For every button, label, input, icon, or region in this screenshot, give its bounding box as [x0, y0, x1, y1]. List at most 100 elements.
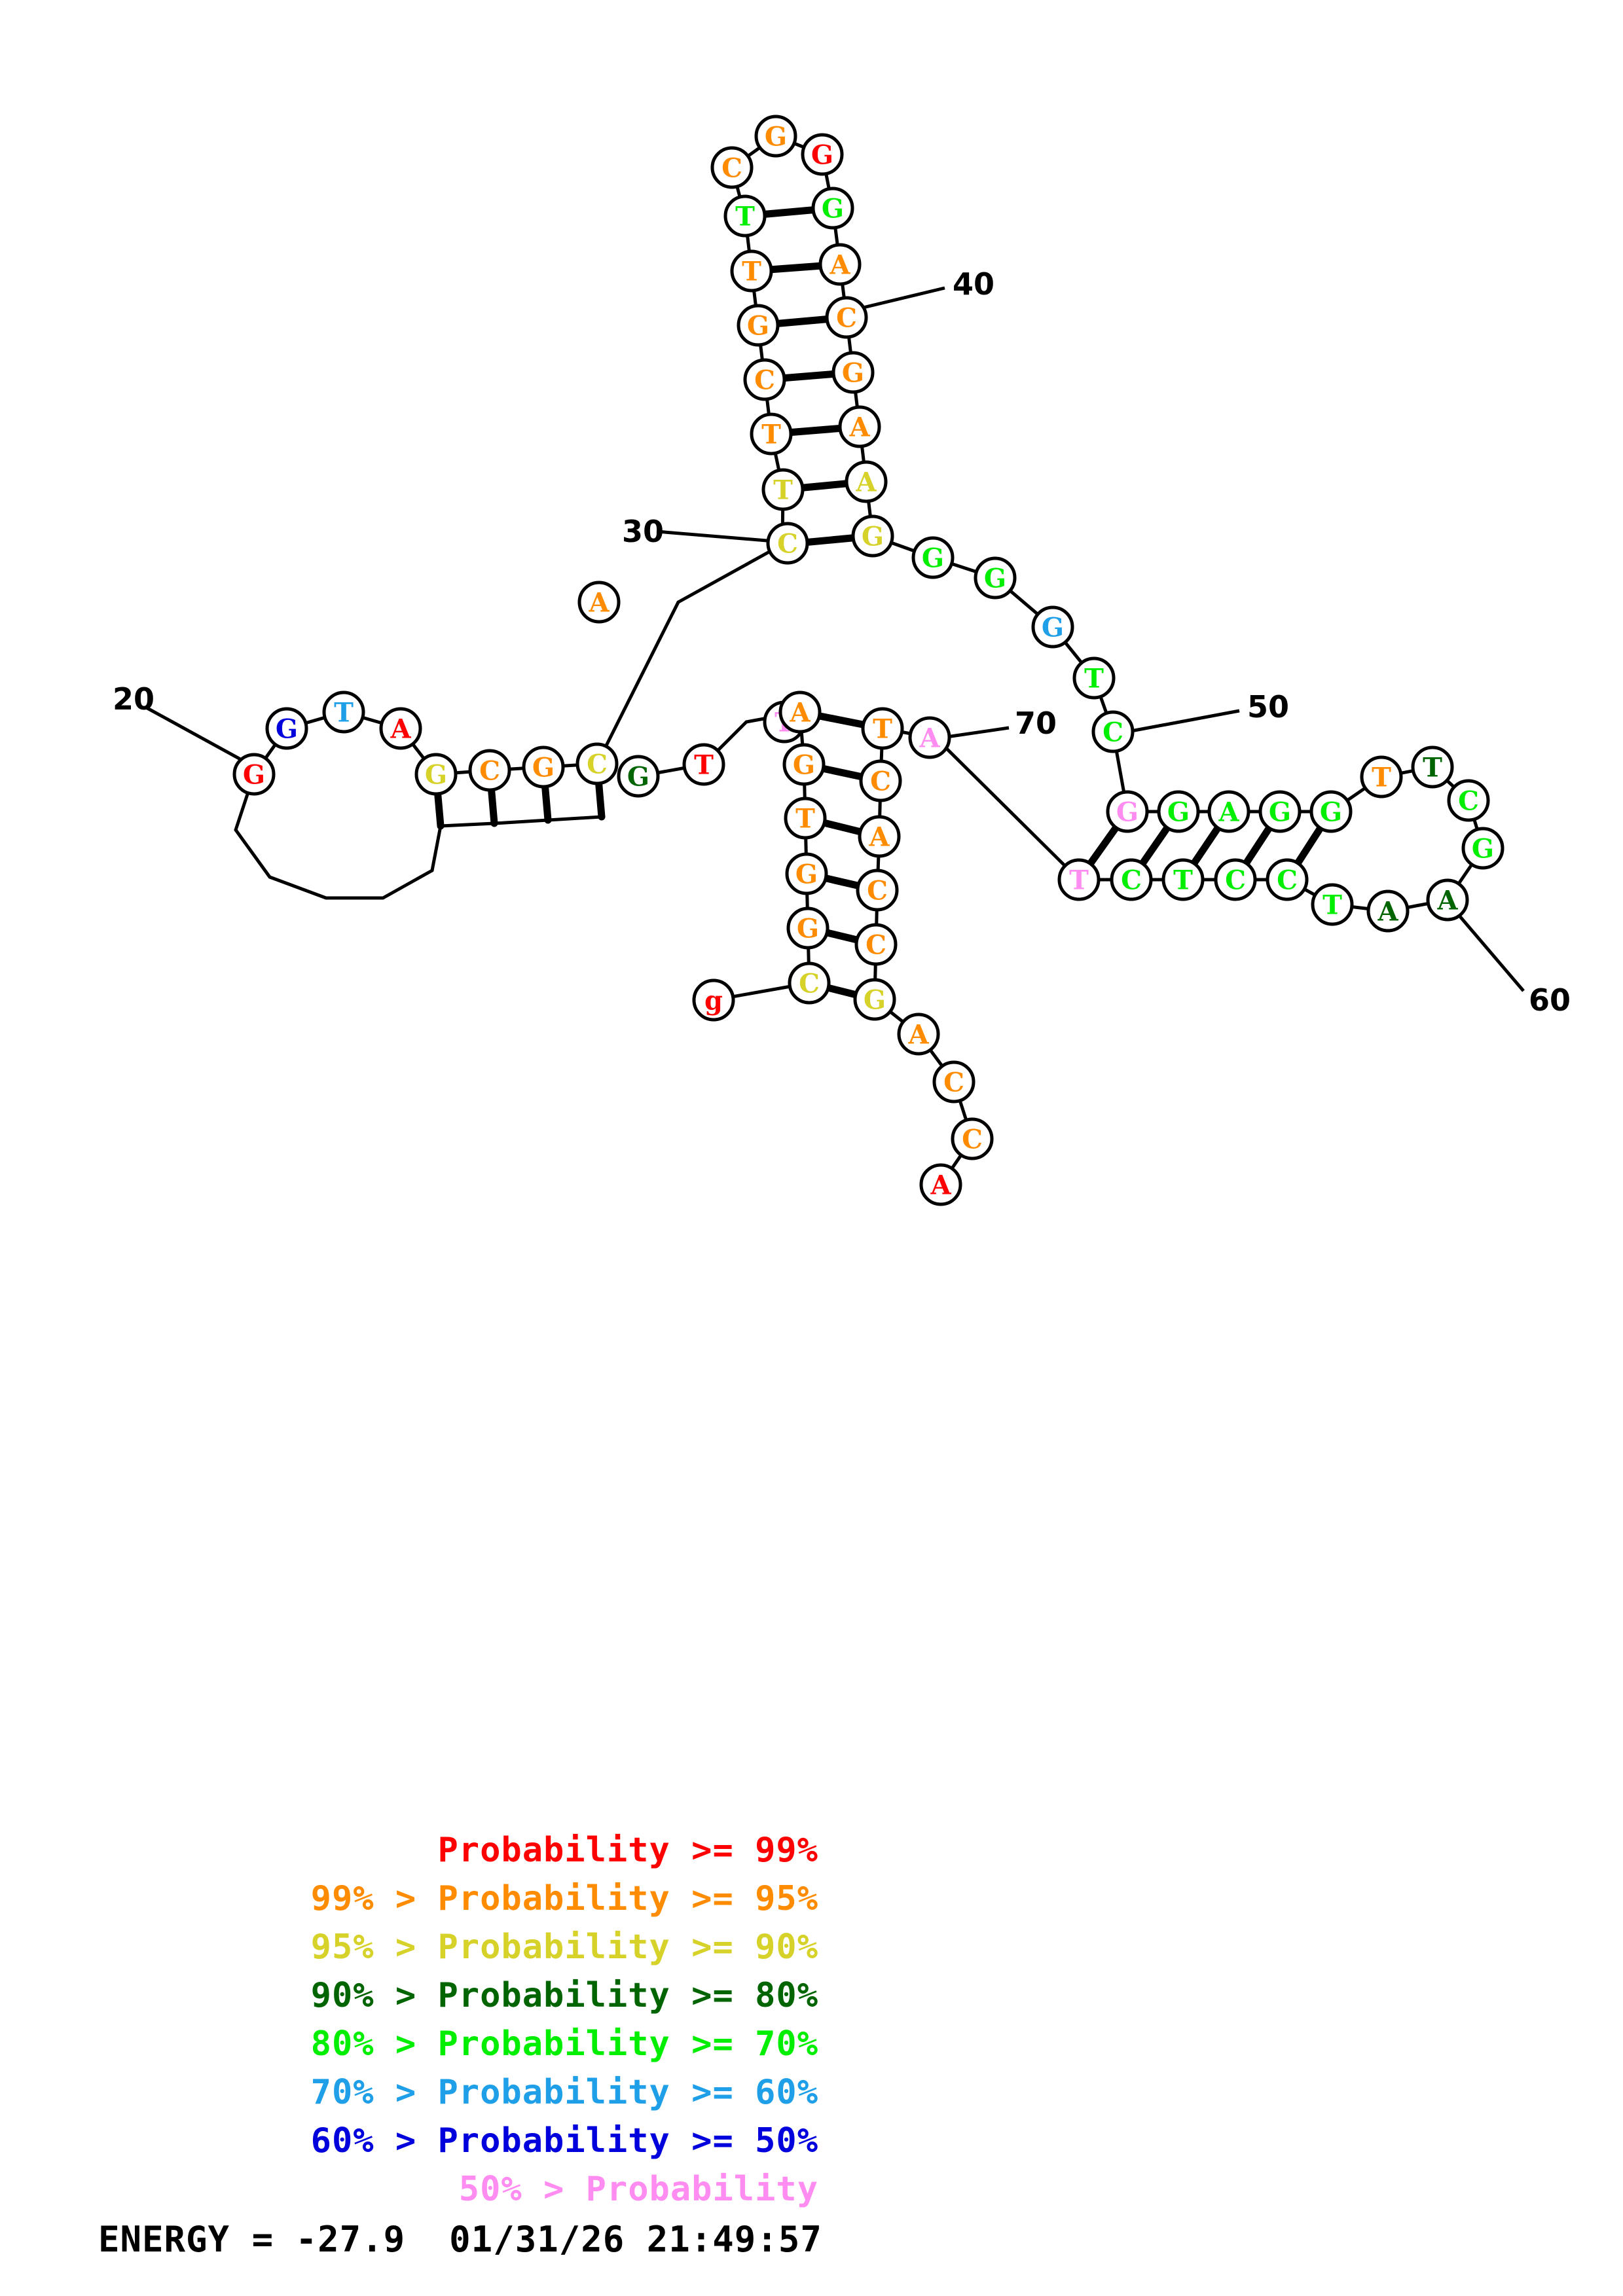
- base-circle: [1266, 858, 1309, 901]
- base-circle: [379, 707, 422, 750]
- base-node[interactable]: A: [577, 581, 621, 624]
- base-letter: G: [1116, 797, 1139, 828]
- base-letter: T: [1372, 762, 1391, 793]
- base-circle: [710, 146, 754, 189]
- base-circle: [786, 906, 830, 950]
- base-letter: G: [765, 122, 787, 152]
- base-node[interactable]: C: [788, 961, 831, 1005]
- base-node[interactable]: A: [897, 1013, 940, 1056]
- base-node[interactable]: G: [974, 556, 1017, 600]
- base-node[interactable]: T: [1057, 858, 1101, 901]
- base-node[interactable]: G: [853, 978, 896, 1021]
- base-node[interactable]: T: [730, 249, 773, 293]
- base-circle: [414, 753, 458, 796]
- base-node[interactable]: A: [778, 691, 822, 734]
- base-node[interactable]: C: [825, 296, 868, 339]
- base-node[interactable]: A: [908, 716, 951, 759]
- base-letter: T: [735, 202, 755, 232]
- base-letter: T: [334, 698, 354, 728]
- base-node[interactable]: G: [911, 536, 955, 579]
- base-node[interactable]: C: [1214, 858, 1257, 901]
- base-node[interactable]: C: [1091, 710, 1135, 753]
- position-label-20: 20: [113, 681, 155, 717]
- base-node[interactable]: G: [1258, 790, 1302, 833]
- base-node[interactable]: C: [951, 1117, 994, 1160]
- base-circle: [577, 581, 621, 624]
- base-node[interactable]: C: [575, 742, 619, 785]
- base-node[interactable]: T: [682, 743, 725, 786]
- base-node[interactable]: A: [1426, 878, 1469, 922]
- base-node[interactable]: T: [1411, 745, 1454, 789]
- base-circle: [1366, 889, 1410, 933]
- base-node[interactable]: G: [1309, 790, 1353, 833]
- base-node[interactable]: T: [750, 412, 793, 456]
- base-node[interactable]: T: [784, 797, 827, 840]
- base-node[interactable]: G: [1461, 827, 1504, 870]
- base-node[interactable]: A: [838, 405, 881, 448]
- base-node[interactable]: C: [1110, 858, 1153, 901]
- base-node[interactable]: C: [710, 146, 754, 189]
- base-node[interactable]: G: [811, 187, 854, 230]
- base-node[interactable]: A: [1366, 889, 1410, 933]
- base-letter: A: [588, 588, 610, 619]
- base-node[interactable]: C: [1266, 858, 1309, 901]
- base-letter: C: [479, 756, 500, 787]
- base-node[interactable]: C: [854, 923, 898, 966]
- base-node[interactable]: A: [919, 1163, 962, 1206]
- base-node[interactable]: T: [322, 691, 365, 734]
- base-node[interactable]: C: [859, 759, 902, 802]
- base-node[interactable]: A: [1207, 790, 1250, 833]
- base-node[interactable]: T: [861, 707, 904, 750]
- base-node[interactable]: A: [818, 243, 862, 286]
- base-node[interactable]: A: [858, 815, 901, 858]
- legend-row: 90% > Probability >= 80%: [310, 1976, 818, 2015]
- base-circle: [1461, 827, 1504, 870]
- base-node[interactable]: A: [845, 460, 888, 503]
- base-node[interactable]: T: [1161, 858, 1205, 901]
- base-node[interactable]: G: [617, 755, 660, 798]
- base-node[interactable]: G: [232, 753, 276, 796]
- base-circle: [1161, 858, 1205, 901]
- base-node[interactable]: G: [831, 351, 875, 394]
- base-node[interactable]: G: [782, 743, 826, 786]
- base-letter: G: [793, 750, 815, 781]
- base-letter: C: [777, 529, 798, 560]
- base-node[interactable]: G: [786, 906, 830, 950]
- base-node[interactable]: C: [932, 1060, 976, 1103]
- base-node[interactable]: G: [414, 753, 458, 796]
- base-node[interactable]: T: [761, 468, 805, 511]
- base-node[interactable]: G: [1157, 790, 1200, 833]
- base-node[interactable]: G: [754, 115, 797, 158]
- base-node[interactable]: T: [723, 194, 767, 238]
- base-node[interactable]: A: [379, 707, 422, 750]
- base-circle: [861, 707, 904, 750]
- base-node[interactable]: G: [785, 852, 828, 895]
- base-node[interactable]: C: [766, 522, 809, 565]
- base-node[interactable]: g: [692, 978, 735, 1022]
- base-node[interactable]: T: [1072, 656, 1116, 700]
- base-letter: G: [747, 311, 769, 342]
- base-node[interactable]: G: [1106, 790, 1149, 833]
- base-circle: [974, 556, 1017, 600]
- legend-row: 60% > Probability >= 50%: [310, 2121, 818, 2161]
- leader-line-50: [1127, 709, 1240, 734]
- base-node[interactable]: G: [737, 304, 780, 347]
- base-node[interactable]: T: [1360, 755, 1403, 798]
- base-node[interactable]: C: [856, 869, 899, 912]
- base-node[interactable]: T: [1311, 883, 1354, 926]
- base-circle: [766, 522, 809, 565]
- base-node[interactable]: G: [801, 133, 844, 176]
- base-circle: [754, 115, 797, 158]
- base-circle: [932, 1060, 976, 1103]
- base-circle: [1207, 790, 1250, 833]
- base-node[interactable]: C: [1447, 779, 1490, 822]
- base-node[interactable]: G: [1031, 605, 1074, 649]
- base-circle: [825, 296, 868, 339]
- base-node[interactable]: C: [743, 358, 786, 401]
- base-node[interactable]: G: [265, 707, 308, 750]
- legend-row: Probability >= 99%: [437, 1831, 818, 1870]
- base-node[interactable]: C: [468, 749, 511, 792]
- base-node[interactable]: G: [522, 745, 565, 789]
- base-node[interactable]: G: [851, 514, 894, 558]
- position-label-70: 70: [1015, 706, 1057, 741]
